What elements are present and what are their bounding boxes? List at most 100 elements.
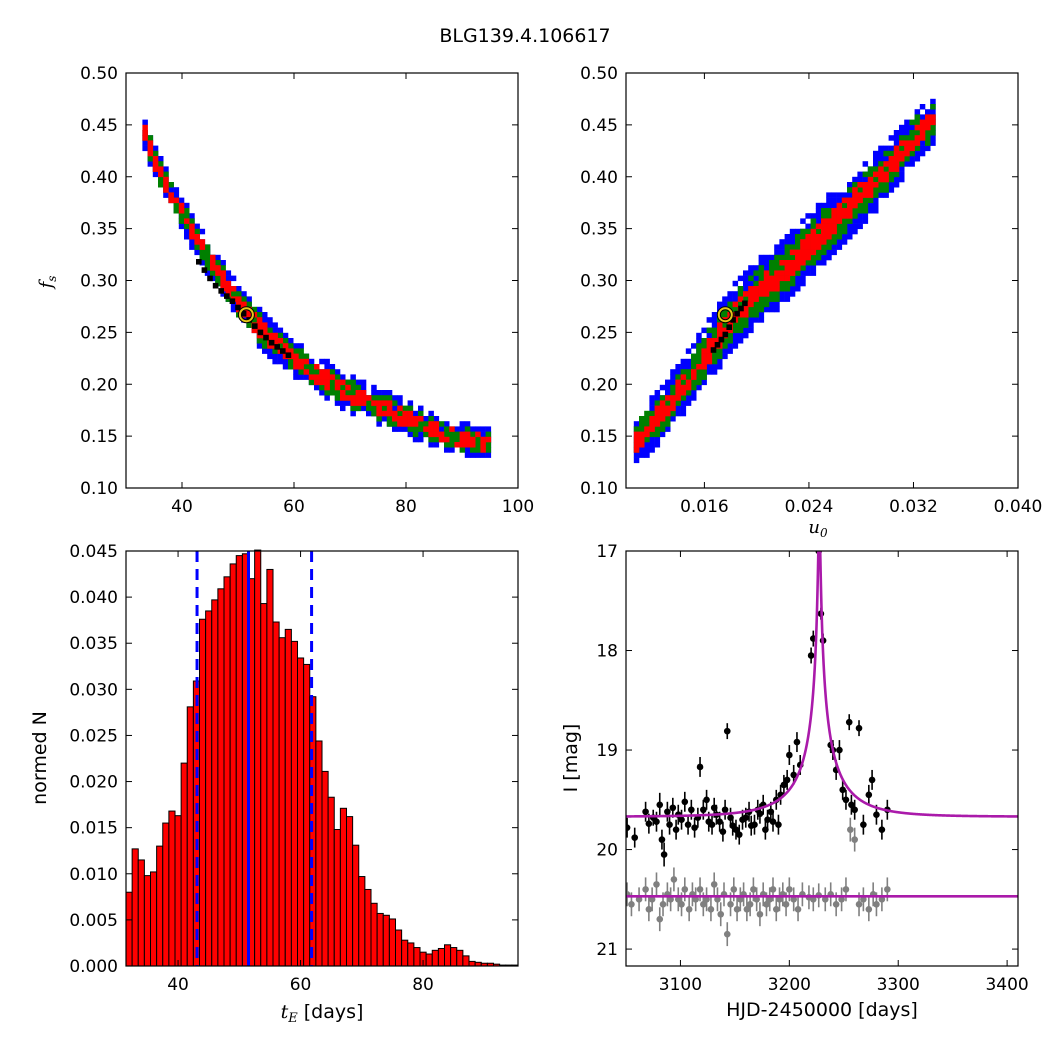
density-cell-outer xyxy=(366,410,372,417)
density-cell-core xyxy=(779,270,785,276)
density-cell-outer xyxy=(862,218,869,224)
density-cell-core xyxy=(857,192,863,198)
density-cell-mid xyxy=(737,286,744,292)
density-cell-outer xyxy=(789,291,796,297)
ytick-label: 0.040 xyxy=(69,588,118,608)
density-cell-outer xyxy=(847,182,853,188)
xtick-label: 60 xyxy=(283,497,305,517)
density-cell-mid xyxy=(904,156,910,162)
residual-point xyxy=(681,886,689,893)
residual-point xyxy=(772,905,780,913)
density-cell-outer xyxy=(852,176,858,183)
density-cell-mid xyxy=(324,390,330,396)
density-cell-outer xyxy=(919,145,926,152)
density-cell-core xyxy=(459,442,466,448)
density-cell-mid xyxy=(194,228,200,235)
density-cell-outer xyxy=(649,400,655,406)
density-cell-core xyxy=(251,327,258,334)
density-cell-mid xyxy=(758,296,765,302)
density-cell-core xyxy=(178,202,185,209)
histogram-bar xyxy=(297,657,305,967)
density-cell-mid xyxy=(262,343,268,349)
density-cell-core xyxy=(800,239,806,245)
residual-point xyxy=(763,900,770,908)
ytick-label: 0.20 xyxy=(580,375,618,395)
density-cell-outer xyxy=(878,150,884,157)
density-cell-mid xyxy=(204,244,211,250)
density-cell-core xyxy=(319,374,325,380)
density-cell-core xyxy=(878,171,884,178)
density-cell-mid xyxy=(899,161,905,167)
density-cell-outer xyxy=(639,452,645,458)
density-cell-mid xyxy=(717,353,723,360)
density-cell-mid xyxy=(711,332,718,339)
density-cell-outer xyxy=(867,208,874,214)
density-cell-mid xyxy=(670,384,676,391)
density-cell-outer xyxy=(267,353,273,360)
density-cell-outer xyxy=(841,239,848,245)
density-cell-core xyxy=(412,421,419,427)
density-cell-core xyxy=(168,192,174,198)
histogram-bar xyxy=(254,549,262,967)
density-cell-outer xyxy=(769,306,775,313)
density-cell-mid xyxy=(644,421,650,427)
density-cell-mid xyxy=(350,384,356,391)
density-cell-outer xyxy=(867,202,874,209)
histogram-bar xyxy=(364,888,372,967)
density-cell-mid xyxy=(737,322,744,328)
density-cell-mid xyxy=(873,176,879,183)
density-cell-outer xyxy=(893,182,900,188)
density-cell-core xyxy=(815,234,822,240)
density-cell-core xyxy=(696,364,702,370)
histogram-bar xyxy=(180,762,188,967)
density-cell-core xyxy=(873,182,879,188)
density-cell-mid xyxy=(841,218,848,224)
density-cell-outer xyxy=(784,291,791,297)
density-cell-core xyxy=(210,254,216,261)
density-cell-outer xyxy=(246,296,252,302)
histogram-bar xyxy=(462,955,470,967)
density-cell-mid xyxy=(909,150,915,157)
density-cell-core xyxy=(152,166,159,172)
density-cell-core xyxy=(831,208,837,214)
ytick-label: 0.50 xyxy=(80,64,118,84)
density-cell-outer xyxy=(402,426,408,432)
density-cell-core xyxy=(659,410,666,417)
density-cell-mid xyxy=(852,208,858,214)
ytick-label: 0.10 xyxy=(580,479,618,499)
density-cell-core xyxy=(392,410,398,417)
density-cell-core xyxy=(272,332,278,339)
density-cell-mid xyxy=(475,436,481,443)
data-point xyxy=(780,781,788,789)
density-cell-outer xyxy=(654,395,661,401)
density-cell-outer xyxy=(654,442,661,448)
density-cell-core xyxy=(701,364,707,370)
density-cell-mid xyxy=(930,130,936,136)
density-cell-outer xyxy=(480,431,486,438)
density-cell-core xyxy=(867,187,874,193)
density-cell-core xyxy=(919,119,926,126)
density-cell-mid xyxy=(800,234,806,240)
best-chain-cell xyxy=(742,300,748,307)
density-cell-core xyxy=(633,447,640,453)
density-cell-outer xyxy=(930,135,936,141)
density-cell-outer xyxy=(262,312,268,318)
density-cell-outer xyxy=(675,405,681,412)
density-cell-core xyxy=(691,374,697,380)
density-cell-outer xyxy=(831,197,837,204)
density-cell-core xyxy=(324,379,330,386)
density-cell-outer xyxy=(873,156,879,162)
density-cell-core xyxy=(852,187,858,193)
density-cell-mid xyxy=(815,249,822,256)
density-cell-core xyxy=(262,322,268,328)
density-cell-outer xyxy=(670,374,676,380)
density-cell-outer xyxy=(743,270,749,276)
density-cell-mid xyxy=(475,447,481,453)
density-cell-outer xyxy=(706,369,713,375)
density-cell-outer xyxy=(857,213,863,219)
density-cell-mid xyxy=(810,254,817,261)
density-cell-core xyxy=(308,374,315,380)
density-cell-outer xyxy=(142,140,148,146)
density-cell-outer xyxy=(685,400,692,406)
density-cell-mid xyxy=(795,244,801,250)
